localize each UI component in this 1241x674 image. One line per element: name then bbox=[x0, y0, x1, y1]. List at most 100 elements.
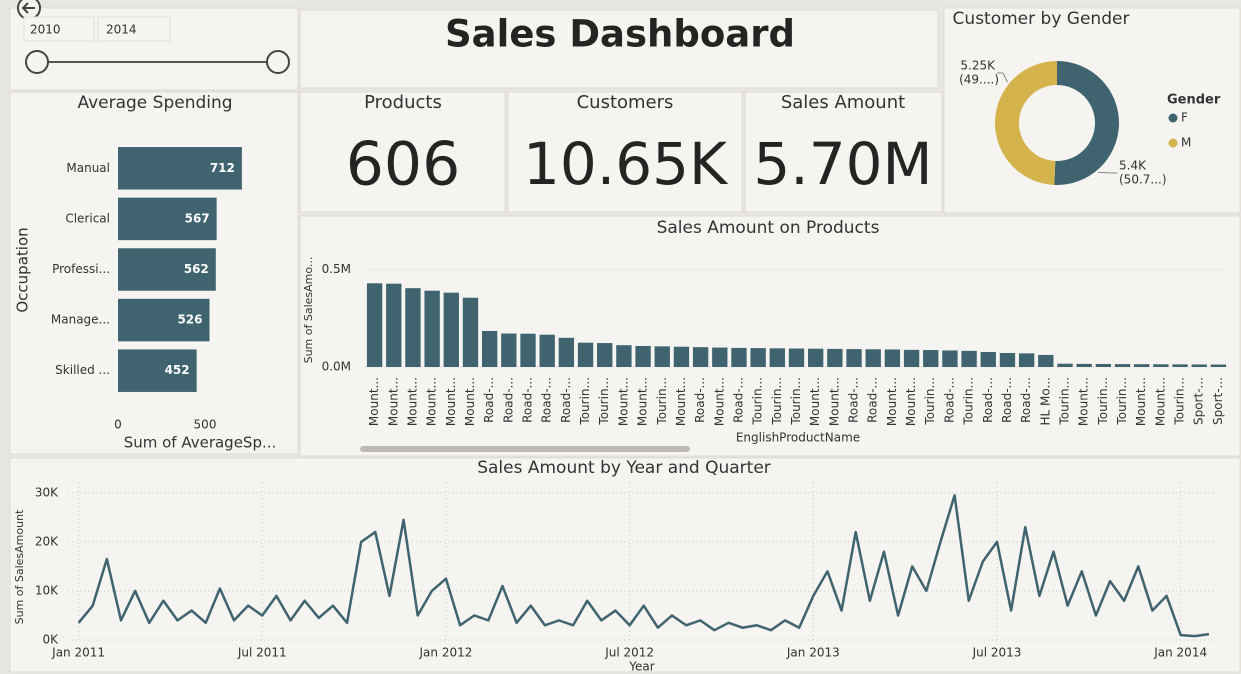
x-tick-label: Mount... bbox=[405, 377, 419, 426]
x-tick-label: Road-... bbox=[540, 377, 554, 423]
data-label: 562 bbox=[184, 262, 209, 276]
x-tick-label: Mount... bbox=[674, 377, 688, 426]
y-tick-label: 0.5M bbox=[322, 262, 351, 276]
bar bbox=[673, 346, 690, 367]
x-tick-label: HL Mo... bbox=[1038, 377, 1052, 425]
y-axis-title: Sum of SalesAmount bbox=[13, 509, 26, 624]
data-label: 452 bbox=[165, 363, 190, 377]
y-tick-label: Skilled ... bbox=[55, 363, 110, 377]
bar bbox=[577, 342, 594, 367]
x-tick-label: Tourin... bbox=[1173, 377, 1187, 426]
bar bbox=[520, 333, 536, 367]
title-panel bbox=[299, 9, 939, 89]
y-tick-label: Manual bbox=[66, 161, 110, 175]
x-tick-label: Mount... bbox=[367, 377, 381, 426]
card-panel bbox=[507, 91, 743, 213]
end-input[interactable] bbox=[97, 16, 171, 42]
data-label: (49....) bbox=[959, 73, 999, 87]
x-axis-title: EnglishProductName bbox=[736, 431, 860, 445]
x-tick-label: Mount... bbox=[463, 377, 477, 426]
chart-title: Sales Amount by Year and Quarter bbox=[477, 458, 771, 478]
chart-title: Average Spending bbox=[77, 93, 232, 113]
bar bbox=[731, 347, 747, 367]
bar bbox=[654, 346, 670, 367]
x-tick-label: Tourin... bbox=[789, 377, 803, 426]
bar bbox=[769, 348, 785, 367]
bar bbox=[1018, 353, 1035, 367]
x-axis-title: Sum of AverageSp... bbox=[124, 434, 277, 452]
bar bbox=[1038, 354, 1054, 367]
x-tick-label: Mount... bbox=[712, 377, 726, 426]
chart-title: Sales Amount on Products bbox=[657, 218, 880, 238]
bar bbox=[481, 330, 498, 367]
x-tick-label: Tourin... bbox=[962, 377, 976, 426]
bar bbox=[443, 292, 459, 367]
x-tick-label: Mount... bbox=[1153, 377, 1167, 426]
x-tick-label: Jul 2011 bbox=[237, 646, 287, 660]
card-value: 10.65K bbox=[523, 130, 729, 198]
x-tick-label: Road-... bbox=[1000, 377, 1014, 423]
x-tick-label: Jul 2013 bbox=[972, 646, 1022, 660]
card-value: 5.70M bbox=[753, 130, 932, 198]
legend-swatch bbox=[1168, 138, 1178, 148]
x-tick-label: Road-... bbox=[942, 377, 956, 423]
y-tick-label: 0.0M bbox=[322, 360, 351, 374]
y-tick-label: Professi... bbox=[52, 262, 110, 276]
x-tick-label: Tourin... bbox=[1057, 377, 1071, 426]
bar bbox=[1057, 363, 1073, 367]
x-tick-label: Mount... bbox=[386, 377, 400, 426]
x-tick-label: Road-... bbox=[1019, 377, 1033, 423]
x-tick-label: Tourin... bbox=[1115, 377, 1129, 426]
y-axis-title: Sum of SalesAmo... bbox=[302, 257, 315, 364]
bar bbox=[616, 345, 632, 367]
bar bbox=[118, 147, 242, 190]
bar bbox=[1095, 363, 1112, 367]
bar bbox=[692, 347, 709, 367]
scrollbar[interactable] bbox=[360, 446, 690, 452]
bar bbox=[386, 283, 402, 367]
bar bbox=[1134, 364, 1150, 367]
x-tick-label: Mount... bbox=[444, 377, 458, 426]
start-input[interactable] bbox=[23, 16, 95, 42]
card-panel bbox=[744, 91, 943, 213]
x-tick-label: Jan 2014 bbox=[1153, 646, 1207, 660]
x-tick-label: Road-... bbox=[521, 377, 535, 423]
bar bbox=[999, 352, 1016, 367]
x-tick-label: Road-... bbox=[866, 377, 880, 423]
card-label: Products bbox=[364, 92, 442, 113]
x-tick-label: Tourin... bbox=[770, 377, 784, 426]
x-tick-label: Road-... bbox=[482, 377, 496, 423]
slider-handle[interactable] bbox=[266, 50, 290, 74]
x-tick-label: Tourin... bbox=[578, 377, 592, 426]
bar bbox=[118, 248, 216, 291]
x-tick-label: Mount... bbox=[1077, 377, 1091, 426]
bar bbox=[808, 348, 824, 367]
x-tick-label: Mount... bbox=[616, 377, 630, 426]
x-tick-label: 0 bbox=[114, 418, 122, 432]
bar bbox=[923, 350, 939, 367]
x-tick-label: Road-... bbox=[693, 377, 707, 423]
x-tick-label: Sport-... bbox=[1192, 377, 1206, 425]
card-panel bbox=[299, 91, 506, 213]
x-tick-label: Jul 2012 bbox=[604, 646, 654, 660]
data-label: 526 bbox=[177, 313, 202, 327]
bar bbox=[1210, 364, 1227, 367]
slider-handle[interactable] bbox=[25, 50, 49, 74]
back-button[interactable] bbox=[17, 0, 41, 20]
leader-line bbox=[997, 72, 1008, 83]
x-tick-label: Mount... bbox=[1134, 377, 1148, 426]
x-tick-label: Mount... bbox=[425, 377, 439, 426]
x-tick-label: Mount... bbox=[636, 377, 650, 426]
bar bbox=[712, 347, 728, 367]
bar bbox=[1076, 363, 1092, 367]
end-value: 2014 bbox=[106, 23, 137, 37]
bar bbox=[1153, 364, 1169, 367]
bar bbox=[884, 349, 901, 367]
bar bbox=[846, 349, 862, 367]
x-tick-label: Tourin... bbox=[751, 377, 765, 426]
line-series bbox=[77, 494, 1210, 638]
data-label: 5.25K bbox=[960, 59, 996, 73]
x-tick-label: Road-... bbox=[501, 377, 515, 423]
bar bbox=[424, 290, 440, 367]
x-tick-label: Jan 2012 bbox=[419, 646, 473, 660]
